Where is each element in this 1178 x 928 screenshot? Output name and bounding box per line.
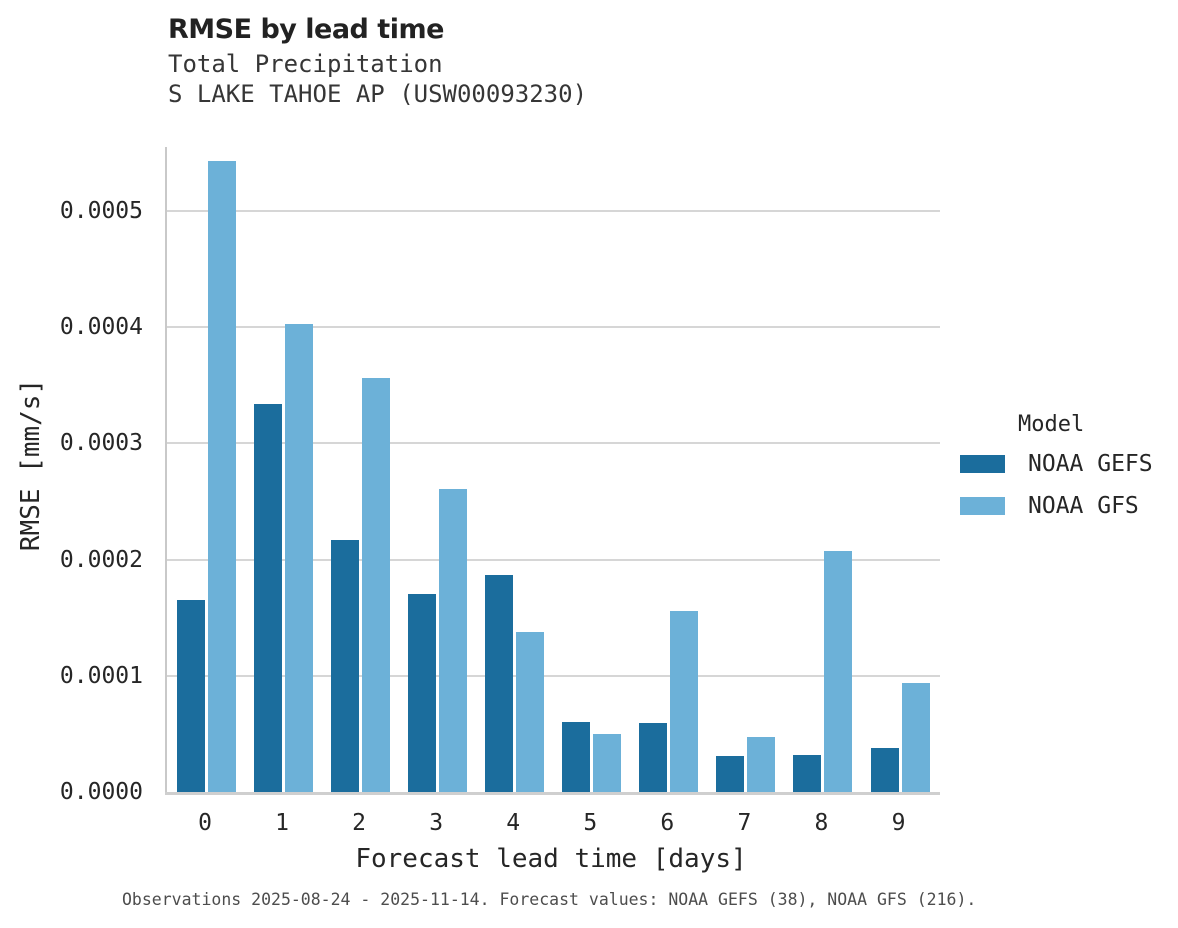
xtick-label-6: 6 — [660, 810, 675, 836]
bar-noaa-gefs-day-0 — [177, 600, 205, 792]
bar-noaa-gefs-day-1 — [254, 403, 283, 792]
bar-noaa-gefs-day-7 — [716, 755, 745, 792]
bar-noaa-gefs-day-2 — [331, 539, 360, 792]
bar-noaa-gfs-day-5 — [593, 733, 622, 792]
legend-swatch-noaa-gfs — [960, 497, 1005, 515]
bar-noaa-gefs-day-8 — [793, 754, 822, 792]
xtick-label-8: 8 — [814, 810, 829, 836]
gridline-0.0002 — [167, 558, 940, 561]
chart-subtitle-station: S LAKE TAHOE AP (USW00093230) — [168, 80, 588, 108]
bar-noaa-gfs-day-1 — [285, 323, 314, 792]
y-axis-label: RMSE [mm/s] — [16, 378, 46, 552]
legend-item-noaa-gefs: NOAA GEFS — [960, 451, 1175, 477]
legend: Model NOAA GEFS NOAA GFS — [960, 412, 1175, 535]
bar-noaa-gefs-day-6 — [639, 723, 668, 792]
bar-noaa-gefs-day-4 — [485, 574, 514, 792]
ytick-label-0.0003: 0.0003 — [59, 430, 143, 457]
plot-area — [165, 147, 940, 795]
bar-noaa-gfs-day-2 — [362, 378, 391, 792]
bar-noaa-gefs-day-9 — [870, 747, 899, 792]
chart-title: RMSE by lead time — [168, 14, 444, 45]
bar-noaa-gfs-day-3 — [439, 488, 468, 792]
ytick-label-0.0002: 0.0002 — [59, 546, 143, 573]
legend-swatch-noaa-gefs — [960, 455, 1005, 473]
legend-item-noaa-gfs: NOAA GFS — [960, 493, 1175, 519]
xtick-label-0: 0 — [198, 810, 212, 836]
ytick-label-0.0005: 0.0005 — [59, 197, 143, 224]
xtick-label-7: 7 — [737, 810, 752, 836]
bar-noaa-gfs-day-7 — [747, 737, 776, 792]
bar-noaa-gfs-day-0 — [208, 160, 236, 792]
legend-title: Model — [1018, 412, 1085, 437]
gridline-0.0004 — [167, 326, 940, 329]
bar-noaa-gfs-day-8 — [824, 551, 853, 792]
bar-noaa-gfs-day-6 — [670, 610, 699, 792]
bar-noaa-gefs-day-3 — [408, 594, 437, 792]
xtick-label-3: 3 — [429, 810, 444, 836]
bar-noaa-gfs-day-4 — [516, 631, 545, 792]
x-axis-spine — [165, 792, 940, 795]
xtick-label-5: 5 — [583, 810, 598, 836]
gridline-0.0003 — [167, 442, 940, 445]
xtick-label-2: 2 — [352, 810, 367, 836]
ytick-label-0.0000: 0.0000 — [59, 779, 143, 805]
legend-label-noaa-gefs: NOAA GEFS — [1028, 451, 1153, 477]
xtick-label-9: 9 — [891, 810, 906, 836]
xtick-label-4: 4 — [506, 810, 521, 836]
caption: Observations 2025-08-24 - 2025-11-14. Fo… — [122, 890, 977, 909]
bar-noaa-gfs-day-9 — [901, 682, 930, 792]
x-axis-label: Forecast lead time [days] — [355, 844, 747, 874]
xtick-label-1: 1 — [275, 810, 289, 836]
gridline-0.0001 — [167, 674, 940, 677]
bar-noaa-gefs-day-5 — [562, 722, 591, 792]
gridline-0.0005 — [167, 209, 940, 212]
ytick-label-0.0001: 0.0001 — [59, 662, 143, 689]
legend-label-noaa-gfs: NOAA GFS — [1028, 493, 1139, 519]
ytick-label-0.0004: 0.0004 — [59, 314, 143, 341]
chart-subtitle-variable: Total Precipitation — [168, 50, 443, 78]
